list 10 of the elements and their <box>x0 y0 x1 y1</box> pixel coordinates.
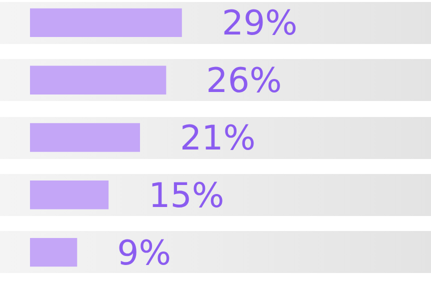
bar <box>30 8 182 38</box>
data-label: 9% <box>117 233 172 274</box>
data-label: 26% <box>206 61 282 102</box>
bar <box>30 180 109 210</box>
data-label: 21% <box>180 118 256 158</box>
bar <box>30 123 140 152</box>
data-label: 29% <box>222 4 298 44</box>
bar <box>30 66 166 94</box>
data-label: 15% <box>148 176 224 216</box>
bar <box>30 238 78 267</box>
